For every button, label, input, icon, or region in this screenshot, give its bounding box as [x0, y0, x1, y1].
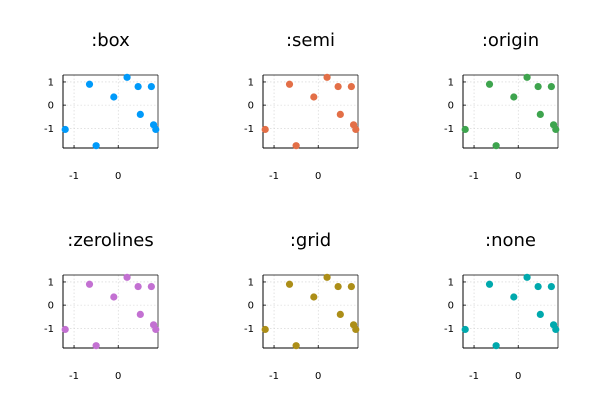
- y-tick-label: -1: [244, 324, 254, 335]
- data-point: [523, 273, 531, 281]
- subplot-title: :origin: [482, 30, 539, 51]
- y-tick-label: 1: [448, 277, 454, 288]
- y-tick-label: 0: [48, 101, 54, 112]
- x-tick-label: -1: [69, 171, 79, 182]
- x-tick-label: 0: [315, 371, 321, 382]
- x-tick-label: -1: [469, 171, 479, 182]
- y-tick-label: 1: [448, 77, 454, 88]
- y-tick-label: 1: [248, 77, 254, 88]
- data-point: [123, 73, 131, 81]
- x-tick-label: 0: [115, 171, 121, 182]
- data-point: [123, 273, 131, 281]
- x-tick-label: -1: [469, 371, 479, 382]
- data-point: [492, 142, 500, 150]
- data-point: [534, 282, 542, 291]
- y-tick-label: -1: [444, 324, 454, 335]
- data-point: [285, 280, 294, 288]
- subplot-title: :box: [91, 30, 130, 51]
- data-point: [485, 80, 494, 88]
- data-point: [485, 280, 494, 288]
- subplot: :semi 1 0 -1 -1 0: [244, 30, 360, 182]
- data-point: [347, 82, 355, 91]
- data-point: [85, 280, 94, 288]
- subplot: :none 1 0 -1 -1 0: [444, 230, 560, 382]
- data-point: [152, 125, 160, 134]
- data-point: [347, 282, 355, 291]
- x-tick-label: 0: [515, 371, 521, 382]
- data-point: [536, 310, 544, 318]
- data-point: [510, 93, 518, 101]
- data-point: [152, 325, 160, 334]
- data-point: [352, 325, 360, 334]
- data-point: [352, 125, 360, 134]
- data-point: [92, 342, 100, 350]
- data-point: [336, 310, 344, 318]
- data-point: [261, 125, 269, 134]
- data-point: [323, 73, 331, 81]
- x-tick-label: -1: [269, 171, 279, 182]
- data-point: [310, 93, 318, 101]
- subplot-title: :zerolines: [67, 230, 153, 251]
- data-point: [336, 110, 344, 118]
- subplot: :zerolines 1 0 -1 -1 0: [44, 230, 160, 382]
- y-tick-label: 0: [248, 301, 254, 312]
- subplot-title: :grid: [290, 230, 331, 251]
- data-point: [523, 73, 531, 81]
- data-point: [461, 325, 469, 334]
- y-tick-label: 1: [48, 77, 54, 88]
- data-point: [334, 282, 342, 291]
- y-tick-label: 0: [48, 301, 54, 312]
- data-point: [136, 110, 144, 118]
- y-tick-label: 1: [248, 277, 254, 288]
- data-point: [61, 125, 69, 134]
- subplot: :grid 1 0 -1 -1 0: [244, 230, 360, 382]
- data-point: [536, 110, 544, 118]
- y-tick-label: -1: [44, 324, 54, 335]
- data-point: [136, 310, 144, 318]
- subplot-title: :semi: [286, 30, 335, 51]
- data-point: [310, 293, 318, 301]
- data-point: [110, 293, 118, 301]
- data-point: [334, 82, 342, 91]
- data-point: [92, 142, 100, 150]
- data-point: [292, 142, 300, 150]
- data-point: [147, 282, 155, 291]
- data-point: [547, 282, 555, 291]
- data-point: [134, 82, 142, 91]
- x-tick-label: -1: [69, 371, 79, 382]
- y-tick-label: -1: [244, 124, 254, 135]
- data-point: [292, 342, 300, 350]
- data-point: [110, 93, 118, 101]
- data-point: [134, 282, 142, 291]
- x-tick-label: -1: [269, 371, 279, 382]
- data-point: [534, 82, 542, 91]
- data-point: [461, 125, 469, 134]
- x-tick-label: 0: [515, 171, 521, 182]
- subplot: :box 1 0 -1 -1 0: [44, 30, 160, 182]
- y-tick-label: -1: [444, 124, 454, 135]
- data-point: [547, 82, 555, 91]
- y-tick-label: 0: [448, 101, 454, 112]
- subplot: :origin 1 0 -1 -1 0: [444, 30, 560, 182]
- data-point: [61, 325, 69, 334]
- data-point: [285, 80, 294, 88]
- data-point: [552, 325, 560, 334]
- y-tick-label: 0: [448, 301, 454, 312]
- y-tick-label: -1: [44, 124, 54, 135]
- y-tick-label: 1: [48, 277, 54, 288]
- data-point: [510, 293, 518, 301]
- subplot-title: :none: [485, 230, 536, 251]
- data-point: [85, 80, 94, 88]
- data-point: [147, 82, 155, 91]
- y-tick-label: 0: [248, 101, 254, 112]
- x-tick-label: 0: [115, 371, 121, 382]
- data-point: [261, 325, 269, 334]
- data-point: [552, 125, 560, 134]
- data-point: [323, 273, 331, 281]
- x-tick-label: 0: [315, 171, 321, 182]
- data-point: [492, 342, 500, 350]
